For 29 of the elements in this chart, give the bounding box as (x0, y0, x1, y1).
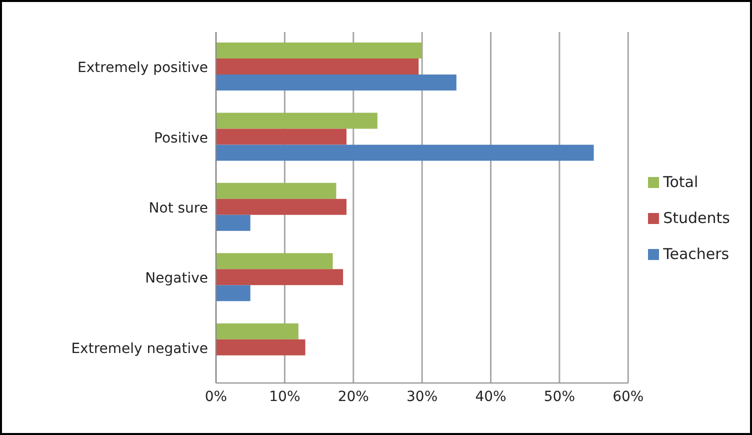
bar (216, 42, 422, 59)
y-tick-label: Negative (145, 270, 208, 287)
bar (216, 198, 347, 215)
bar (216, 182, 336, 199)
bar (216, 128, 347, 145)
x-tick-label: 10% (269, 388, 300, 405)
bar (216, 339, 306, 356)
y-tick-label: Extremely positive (78, 60, 208, 76)
x-tick-label: 20% (338, 388, 369, 405)
legend-label: Total (663, 172, 698, 190)
bar (216, 74, 456, 91)
bar (216, 214, 250, 231)
bar (216, 285, 250, 302)
bar (216, 144, 594, 161)
bar (216, 269, 344, 286)
legend-label: Teachers (663, 244, 730, 262)
bar (216, 253, 333, 270)
x-tick-label: 60% (612, 388, 644, 405)
x-tick-label: 30% (406, 388, 438, 405)
bar (216, 58, 419, 75)
y-tick-label: Positive (154, 130, 208, 146)
bar (216, 323, 298, 340)
x-tick-label: 50% (544, 388, 575, 405)
bar (216, 112, 378, 129)
y-tick-label: Not sure (148, 200, 208, 216)
legend-label: Students (663, 208, 730, 226)
x-tick-label: 40% (475, 388, 506, 405)
y-tick-label: Extremely negative (71, 340, 208, 357)
x-tick-label: 0% (204, 388, 228, 405)
